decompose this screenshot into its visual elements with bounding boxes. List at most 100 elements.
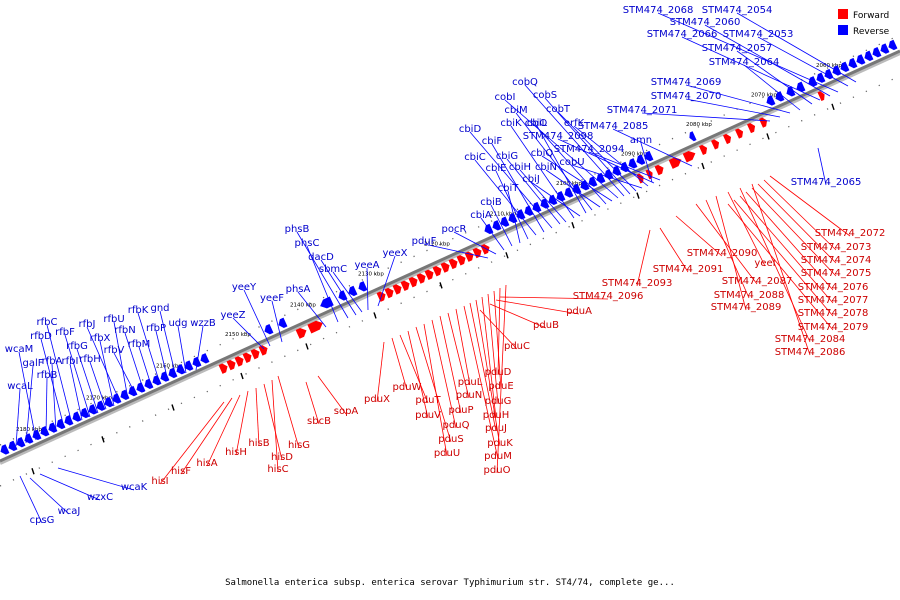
tick-layer: 2180 kbp 2170 kbp 2160 kbp 2150 kbp 2140 kbp… <box>16 63 842 475</box>
reverse-gene-label: rfbV <box>104 345 125 356</box>
reverse-gene-label: rfbG <box>66 341 88 352</box>
forward-gene-label: STM474_2078 <box>798 308 869 319</box>
forward-gene <box>234 356 244 367</box>
leader-line <box>659 227 689 273</box>
forward-gene-label: STM474_2074 <box>801 255 872 266</box>
leader-line <box>506 158 561 225</box>
reverse-gene <box>540 198 550 209</box>
leader-line <box>57 467 135 491</box>
forward-gene <box>711 139 720 150</box>
reverse-gene-label: STM474_2094 <box>554 144 625 155</box>
tick-label: 2070 kbp <box>751 92 777 98</box>
reverse-gene-label: yeeZ <box>220 310 245 321</box>
forward-gene-label: pduK <box>487 438 513 449</box>
tick-mark <box>101 436 105 443</box>
forward-gene-label: STM474_2093 <box>602 278 673 289</box>
leader-line <box>271 300 283 343</box>
reverse-gene-label: STM474_2098 <box>523 131 594 142</box>
forward-gene-label: STM474_2086 <box>775 347 846 358</box>
reverse-gene-label: amn <box>630 135 652 146</box>
leader-line <box>557 138 655 184</box>
tick-label: 2120 kbp <box>424 241 450 247</box>
leader-line <box>453 231 497 255</box>
reverse-gene <box>796 81 806 92</box>
tick-label: 2060 kbp <box>816 63 842 69</box>
leader-line <box>757 36 849 87</box>
reverse-gene-label: cbiE <box>486 163 507 174</box>
legend-reverse-swatch <box>838 25 848 35</box>
reverse-gene-label: rfbC <box>37 317 58 328</box>
tick-mark <box>171 404 175 411</box>
reverse-gene <box>56 418 66 430</box>
reverse-gene <box>572 183 582 195</box>
leader-line <box>232 317 265 350</box>
leader-line <box>138 346 153 389</box>
forward-gene-label: pduO <box>484 465 511 476</box>
leader-line <box>641 112 771 122</box>
forward-gene-label: pduH <box>483 410 510 421</box>
tick-label: 2170 kbp <box>86 395 112 401</box>
leader-line <box>545 169 601 208</box>
tick-mark <box>305 343 309 350</box>
reverse-gene <box>832 65 842 76</box>
leader-line <box>704 24 831 97</box>
leader-line <box>305 381 320 425</box>
reverse-gene <box>816 72 826 83</box>
reverse-gene <box>775 91 785 102</box>
tick-mark <box>31 468 35 475</box>
leader-line <box>757 183 837 264</box>
forward-gene <box>723 133 732 145</box>
reverse-gene <box>88 404 98 415</box>
forward-gene-label: pduB <box>533 320 559 331</box>
reverse-gene <box>766 95 776 106</box>
forward-gene <box>817 91 825 102</box>
reverse-gene-label: yeeF <box>260 293 284 304</box>
leader-line <box>399 334 429 404</box>
forward-gene-label: STM474_2088 <box>714 290 785 301</box>
leader-line <box>817 147 827 186</box>
leader-line <box>113 352 137 396</box>
forward-gene-label: sbcB <box>307 416 331 427</box>
leader-line <box>479 309 518 350</box>
reverse-gene-label: cobU <box>559 157 584 168</box>
leader-line <box>99 340 115 407</box>
forward-gene-label: STM474_2077 <box>798 295 869 306</box>
leader-line <box>489 303 547 329</box>
inner-dotted-line <box>0 75 900 487</box>
reverse-gene <box>40 426 50 437</box>
forward-gene <box>668 157 682 169</box>
forward-gene-label: STM474_2084 <box>775 334 846 345</box>
reverse-gene-label: STM474_2054 <box>702 5 773 16</box>
reverse-gene <box>500 216 510 227</box>
forward-gene <box>699 144 708 156</box>
leader-line <box>243 289 271 347</box>
reverse-gene <box>152 374 162 386</box>
reverse-gene-label: rfbK <box>128 305 149 316</box>
reverse-gene-label: pduF <box>412 236 437 247</box>
forward-gene-label: STM474_2073 <box>801 242 872 253</box>
reverse-gene <box>48 422 58 433</box>
reverse-gene-label: wcaJ <box>58 506 81 517</box>
leader-line <box>480 217 505 251</box>
forward-gene-label: hisC <box>267 464 288 475</box>
reverse-gene <box>136 382 146 393</box>
reverse-gene-label: STM474_2064 <box>709 57 780 68</box>
reverse-gene <box>548 194 558 205</box>
reverse-gene-label: dacD <box>308 252 334 263</box>
forward-gene-label: pduD <box>485 367 512 378</box>
reverse-gene-label: cbiD <box>459 124 482 135</box>
leader-line <box>206 394 241 467</box>
tick-mark <box>766 133 770 140</box>
reverse-gene <box>848 57 858 69</box>
reverse-gene-label: rfbI <box>62 356 79 367</box>
leader-line <box>89 361 107 410</box>
leader-line <box>536 125 587 214</box>
reverse-gene <box>184 360 194 371</box>
leader-line <box>769 175 851 237</box>
leader-line <box>685 98 781 118</box>
reverse-gene <box>64 415 74 426</box>
reverse-gene-label: cpsG <box>30 515 55 526</box>
reverse-gene-label: cbiA <box>470 210 492 221</box>
leader-line <box>497 287 501 376</box>
